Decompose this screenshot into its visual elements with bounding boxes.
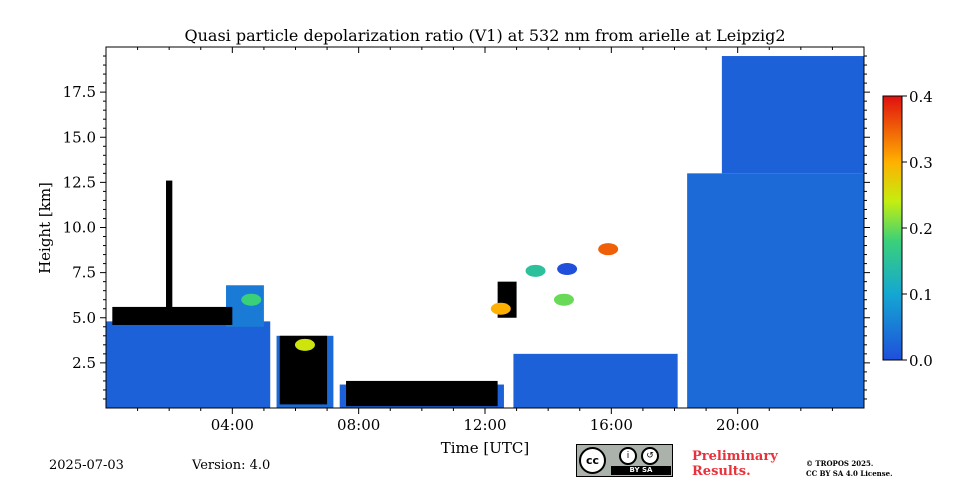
y-axis-label: Height [km] xyxy=(36,182,54,274)
cc-band-text: BY SA xyxy=(611,466,671,475)
data-segment-5 xyxy=(687,173,864,408)
x-tick-label: 16:00 xyxy=(590,416,633,434)
colorbar-tick-label: 0.1 xyxy=(909,286,933,304)
x-axis-label: Time [UTC] xyxy=(441,439,530,457)
by-icon: i xyxy=(619,447,637,465)
preliminary-line-1: Preliminary xyxy=(692,449,778,464)
cloud-layer-3 xyxy=(346,380,498,407)
cloud-layer-1 xyxy=(166,180,173,318)
feature-6 xyxy=(490,302,511,315)
y-tick-label: 5.0 xyxy=(72,309,96,327)
axes: 04:00 08:00 12:00 16:00 20:00 2.5 5.0 7.5 10.0 12… xyxy=(63,46,870,434)
feature-3 xyxy=(557,263,578,276)
colorbar xyxy=(882,95,903,361)
y-tick-label: 12.5 xyxy=(63,173,96,191)
feature-1 xyxy=(241,293,262,306)
copyright-line-1: © TROPOS 2025. xyxy=(806,459,874,468)
version-label: Version: 4.0 xyxy=(192,458,271,473)
cc-icon: cc xyxy=(579,447,606,474)
feature-0 xyxy=(598,243,619,256)
y-tick-label: 10.0 xyxy=(63,219,96,237)
preliminary-note: Preliminary Results. xyxy=(692,449,778,479)
plot-area xyxy=(106,56,864,408)
cc-license-badge: cc i ↺ BY SA xyxy=(576,444,673,477)
y-tick-label: 2.5 xyxy=(72,354,96,372)
colorbar-tick-label: 0.0 xyxy=(909,352,933,370)
cloud-layer-0 xyxy=(112,306,233,325)
colorbar-ticks: 0.0 0.1 0.2 0.3 0.4 xyxy=(902,88,933,370)
x-tick-label: 12:00 xyxy=(463,416,506,434)
data-segment-6 xyxy=(721,56,864,174)
y-tick-label: 17.5 xyxy=(63,83,96,101)
copyright-note: © TROPOS 2025. CC BY SA 4.0 License. xyxy=(806,459,893,479)
date-label: 2025-07-03 xyxy=(49,458,124,473)
y-tick-label: 7.5 xyxy=(72,264,96,282)
feature-4 xyxy=(553,293,574,306)
chart-title: Quasi particle depolarization ratio (V1)… xyxy=(184,26,785,45)
data-segment-0 xyxy=(106,321,271,408)
preliminary-line-2: Results. xyxy=(692,464,751,479)
feature-2 xyxy=(525,264,546,277)
colorbar-tick-label: 0.2 xyxy=(909,220,933,238)
y-tick-label: 15.0 xyxy=(63,128,96,146)
feature-5 xyxy=(294,338,315,351)
copyright-line-2: CC BY SA 4.0 License. xyxy=(806,469,893,478)
colorbar-tick-label: 0.3 xyxy=(909,154,933,172)
x-tick-label: 20:00 xyxy=(716,416,759,434)
data-segment-4 xyxy=(513,353,678,408)
colorbar-tick-label: 0.4 xyxy=(909,88,933,106)
sa-icon: ↺ xyxy=(641,447,659,465)
x-tick-label: 04:00 xyxy=(211,416,254,434)
x-tick-label: 08:00 xyxy=(337,416,380,434)
